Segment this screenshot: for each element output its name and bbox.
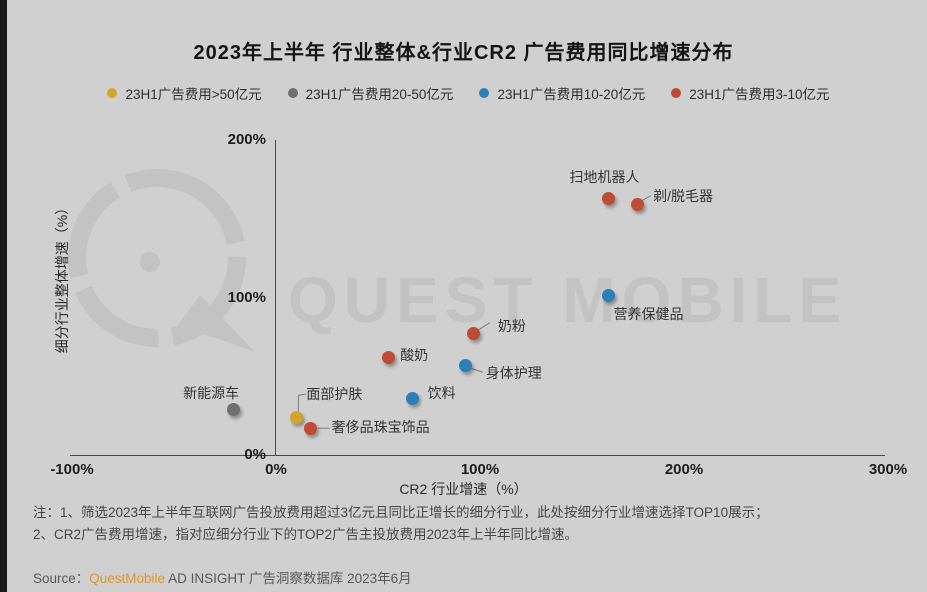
data-point	[226, 402, 240, 416]
note-line-1: 注：1、筛选2023年上半年互联网广告投放费用超过3亿元且同比正增长的细分行业，…	[33, 505, 769, 520]
source-line: Source：QuestMobile AD INSIGHT 广告洞察数据库 20…	[33, 567, 412, 587]
source-suffix: AD INSIGHT 广告洞察数据库 2023年6月	[165, 571, 412, 586]
data-point-label: 奢侈品珠宝饰品	[331, 419, 430, 436]
data-point	[406, 391, 420, 405]
x-tick-label: 0%	[265, 461, 287, 478]
note-line-2: 2、CR2广告费用增速，指对应细分行业下的TOP2广告主投放费用2023年上半年…	[33, 527, 579, 542]
data-point	[467, 327, 481, 341]
watermark-text: QUEST MOBILE	[288, 264, 848, 336]
y-tick-label: 100%	[227, 288, 266, 306]
data-point-label: 饮料	[427, 385, 456, 402]
legend-item: 23H1广告费用3-10亿元	[671, 83, 830, 103]
x-tick-label: -100%	[50, 461, 94, 478]
data-point-label: 酸奶	[400, 347, 429, 364]
data-point	[602, 289, 616, 303]
x-tick-label: 300%	[868, 461, 908, 478]
legend-swatch-icon	[671, 88, 682, 98]
source-brand: QuestMobile	[89, 571, 166, 586]
legend-swatch-icon	[479, 88, 490, 98]
x-axis-line	[70, 455, 885, 456]
data-point-label: 身体护理	[485, 365, 542, 382]
data-point-label: 剃/脱毛器	[653, 187, 713, 204]
legend-item: 23H1广告费用10-20亿元	[479, 83, 645, 103]
x-tick-label: 200%	[664, 461, 704, 478]
data-point-label: 奶粉	[497, 317, 526, 334]
data-point	[630, 198, 644, 212]
x-tick-label: 100%	[460, 461, 500, 478]
legend-item: 23H1广告费用>50亿元	[107, 83, 262, 103]
y-axis-line	[275, 140, 276, 456]
source-prefix: Source：	[33, 571, 90, 586]
data-point-label: 新能源车	[183, 385, 240, 402]
data-point	[304, 421, 318, 435]
legend-item-label: 23H1广告费用3-10亿元	[689, 87, 830, 102]
data-point-label: 营养保健品	[613, 305, 684, 322]
data-point	[381, 350, 395, 364]
left-edge-bar	[0, 0, 7, 592]
legend-swatch-icon	[287, 88, 298, 98]
x-axis-title: CR2 行业增速（%）	[399, 481, 528, 497]
questmobile-logo-watermark	[68, 169, 255, 352]
data-point	[289, 410, 303, 424]
legend: 23H1广告费用>50亿元 23H1广告费用20-50亿元 23H1广告费用10-2…	[10, 84, 927, 102]
legend-swatch-icon	[107, 88, 118, 98]
data-point	[602, 191, 616, 205]
chart-title: 2023年上半年 行业整体&行业CR2 广告费用同比增速分布	[193, 42, 734, 64]
legend-item-label: 23H1广告费用20-50亿元	[305, 87, 454, 102]
y-tick-label: 200%	[227, 131, 266, 148]
data-point	[459, 358, 473, 372]
legend-item: 23H1广告费用20-50亿元	[287, 83, 454, 103]
data-point-label: 扫地机器人	[569, 169, 640, 186]
data-point-label: 面部护肤	[306, 386, 363, 403]
y-axis-title: 细分行业整体增速（%）	[54, 200, 70, 354]
legend-item-label: 23H1广告费用>50亿元	[125, 87, 262, 102]
y-tick-label: 0%	[244, 446, 266, 463]
legend-item-label: 23H1广告费用10-20亿元	[497, 87, 646, 102]
